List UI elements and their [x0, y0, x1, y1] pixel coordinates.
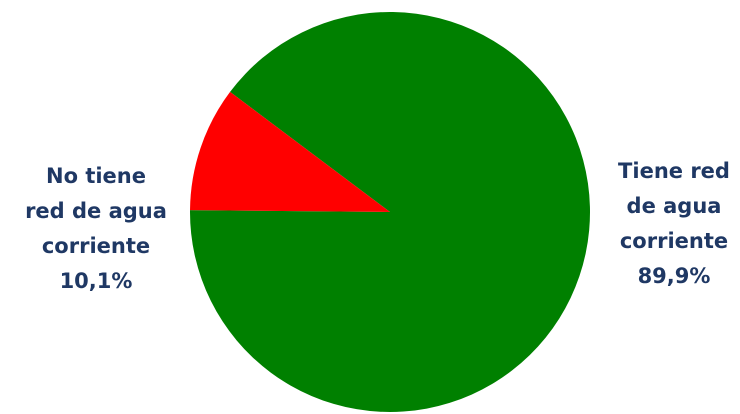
pie-slice-1	[190, 91, 390, 212]
slice-name-line-1-1: red de agua	[25, 199, 167, 223]
slice-name-line-1-0: No tiene	[46, 164, 146, 188]
slice-name-line-0-1: de agua	[627, 194, 722, 218]
slice-label-0: Tiene red de agua corriente 89,9%	[618, 159, 730, 288]
slice-label-1: No tiene red de agua corriente 10,1%	[25, 164, 167, 293]
slice-value-label-1: 10,1%	[60, 269, 133, 293]
pie-slice-0	[190, 11, 591, 412]
slice-value-label-0: 89,9%	[638, 264, 711, 288]
slice-name-line-1-2: corriente	[42, 234, 150, 258]
slice-name-line-0-0: Tiene red	[618, 159, 730, 183]
slice-name-line-0-2: corriente	[620, 229, 728, 253]
